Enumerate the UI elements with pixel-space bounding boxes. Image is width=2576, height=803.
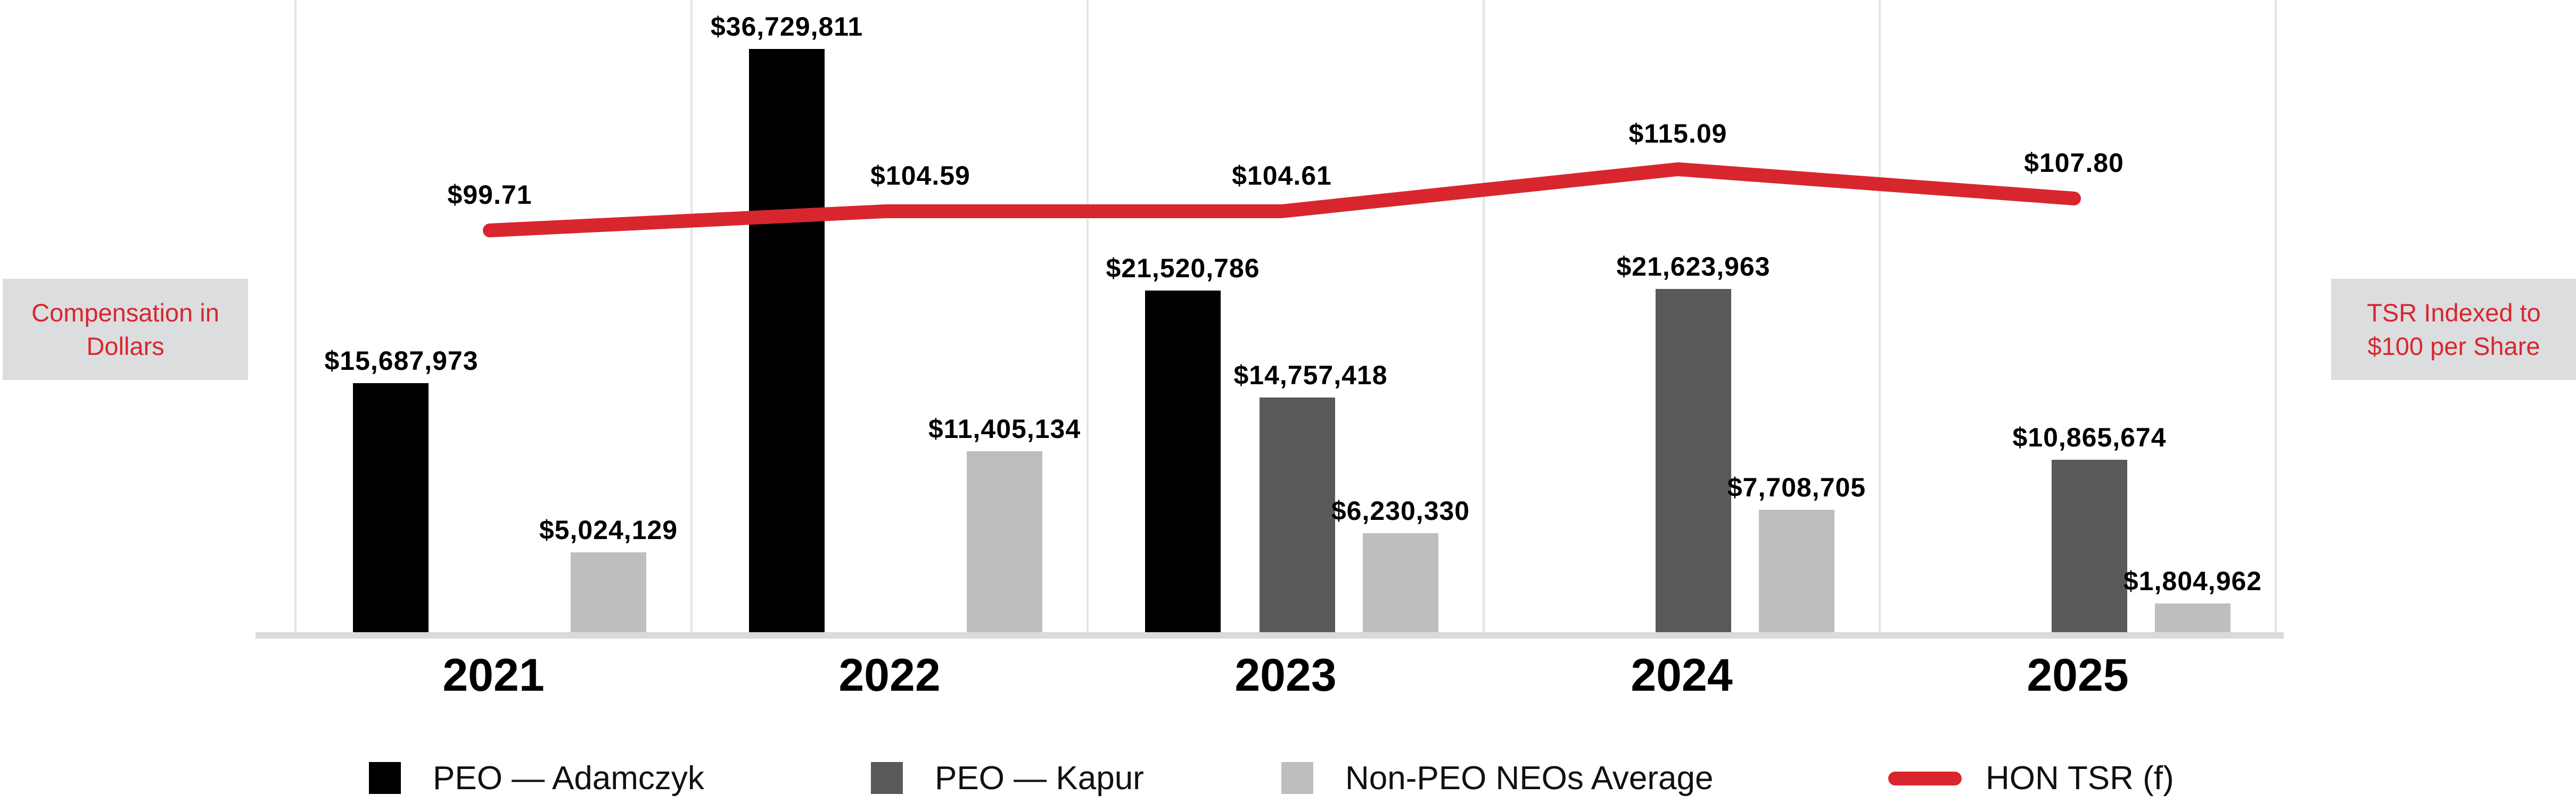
bar-non-peo-neos-average-2022 xyxy=(967,451,1042,632)
bar-peo-adamczyk-2021 xyxy=(353,383,429,632)
bar-peo-adamczyk-2023 xyxy=(1145,291,1221,632)
legend-label-non-peo-neos-average: Non-PEO NEOs Average xyxy=(1345,760,1714,797)
x-axis-baseline xyxy=(256,632,2284,639)
legend-label-hon-tsr: HON TSR (f) xyxy=(1986,760,2174,797)
bar-label-peo-kapur-2025: $10,865,674 xyxy=(2012,423,2167,452)
bar-label-peo-adamczyk-2021: $15,687,973 xyxy=(324,346,479,376)
gridline xyxy=(1087,0,1089,632)
tsr-label-2022: $104.59 xyxy=(870,161,970,191)
gridline xyxy=(1879,0,1881,632)
bar-label-peo-adamczyk-2023: $21,520,786 xyxy=(1106,253,1260,283)
year-label-2021: 2021 xyxy=(442,650,545,701)
gridline xyxy=(2275,0,2277,632)
tsr-label-2024: $115.09 xyxy=(1628,119,1727,148)
bar-label-non-peo-neos-average-2024: $7,708,705 xyxy=(1727,473,1866,502)
legend-swatch-peo-adamczyk xyxy=(369,762,401,794)
year-label-2025: 2025 xyxy=(2027,650,2129,701)
bar-label-non-peo-neos-average-2025: $1,804,962 xyxy=(2123,566,2262,596)
legend-label-peo-adamczyk: PEO — Adamczyk xyxy=(433,760,704,797)
compensation-axis-label-box: Compensation in Dollars xyxy=(3,279,248,380)
legend-swatch-peo-kapur xyxy=(871,762,903,794)
compensation-axis-label: Compensation in Dollars xyxy=(31,298,219,360)
tsr-axis-label-box: TSR Indexed to $100 per Share xyxy=(2331,279,2576,380)
bar-peo-kapur-2025 xyxy=(2052,460,2127,632)
bar-peo-kapur-2023 xyxy=(1260,398,1335,632)
bar-non-peo-neos-average-2024 xyxy=(1759,510,1834,632)
bar-label-peo-adamczyk-2022: $36,729,811 xyxy=(710,12,863,42)
bar-non-peo-neos-average-2023 xyxy=(1363,533,1438,632)
gridline xyxy=(294,0,297,632)
bar-non-peo-neos-average-2021 xyxy=(571,552,646,632)
bar-label-non-peo-neos-average-2023: $6,230,330 xyxy=(1331,496,1470,526)
legend-label-peo-kapur: PEO — Kapur xyxy=(935,760,1144,797)
gridline xyxy=(1483,0,1485,632)
bar-non-peo-neos-average-2025 xyxy=(2155,603,2231,632)
tsr-label-2021: $99.71 xyxy=(447,180,532,210)
bar-peo-adamczyk-2022 xyxy=(749,49,825,632)
bar-label-peo-kapur-2023: $14,757,418 xyxy=(1233,360,1388,390)
bar-label-peo-kapur-2024: $21,623,963 xyxy=(1616,252,1771,282)
bar-label-non-peo-neos-average-2021: $5,024,129 xyxy=(539,515,678,545)
tsr-label-2025: $107.80 xyxy=(2024,148,2124,178)
legend-swatch-non-peo-neos-average xyxy=(1281,762,1313,794)
tsr-line xyxy=(483,162,2081,237)
year-label-2023: 2023 xyxy=(1234,650,1337,701)
legend-swatch-hon-tsr xyxy=(1888,772,1962,785)
year-label-2022: 2022 xyxy=(838,650,941,701)
gridline xyxy=(690,0,693,632)
bar-peo-kapur-2024 xyxy=(1656,289,1731,632)
bar-label-non-peo-neos-average-2022: $11,405,134 xyxy=(928,414,1081,444)
tsr-label-2023: $104.61 xyxy=(1232,161,1332,191)
year-label-2024: 2024 xyxy=(1631,650,1733,701)
tsr-axis-label: TSR Indexed to $100 per Share xyxy=(2367,298,2541,360)
